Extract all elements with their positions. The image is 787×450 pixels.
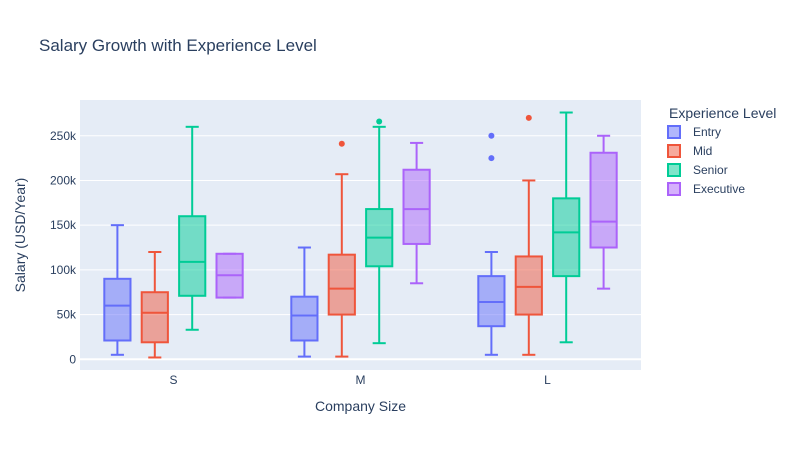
y-tick-label: 100k [50,263,77,277]
outlier-point [338,140,345,147]
box-mid-l [514,114,543,356]
legend-swatch [667,144,681,158]
y-tick-label: 50k [57,308,77,322]
box-executive-s [215,252,244,299]
y-tick-labels: 0 50k 100k 150k 200k 250k [50,129,77,367]
legend-label: Entry [693,125,721,139]
box-senior-l [552,111,581,344]
box-entry-m [290,246,319,358]
legend-item-mid: Mid [667,144,712,158]
x-tick-label: L [544,373,551,387]
outlier-point [488,132,495,139]
legend-item-senior: Senior [667,163,728,177]
legend-label: Executive [693,182,745,196]
x-axis-title: Company Size [315,398,406,414]
y-tick-label: 200k [50,173,77,187]
box-iqr [140,291,169,344]
box-entry-s [103,224,132,356]
box-iqr [103,277,132,342]
box-iqr [327,253,356,316]
legend-item-executive: Executive [667,182,745,196]
box-entry-l [477,132,506,356]
outlier-point [376,118,383,125]
box-series [103,111,618,359]
outlier-point [488,155,495,162]
chart-title: Salary Growth with Experience Level [39,36,317,55]
x-tick-label: M [356,373,366,387]
legend: Experience Level Entry Mid Senior Executive [667,105,776,196]
gridlines [80,135,641,361]
legend-items: Entry Mid Senior Executive [667,125,745,196]
box-senior-m [365,118,394,345]
box-executive-l [589,134,618,290]
y-axis-title: Salary (USD/Year) [12,178,28,293]
legend-swatch [667,163,681,177]
plot-area [80,100,641,370]
x-tick-label: S [169,373,177,387]
legend-label: Senior [693,163,728,177]
y-tick-label: 150k [50,218,77,232]
box-senior-s [178,125,207,331]
box-executive-m [402,141,431,285]
y-tick-label: 250k [50,129,77,143]
box-mid-s [140,250,169,359]
box-iqr [552,197,581,278]
box-iqr [290,295,319,342]
legend-title: Experience Level [669,105,776,121]
box-iqr [402,168,431,245]
legend-label: Mid [693,144,712,158]
legend-swatch [667,182,681,196]
box-iqr [514,255,543,316]
outlier-point [525,114,532,121]
legend-item-entry: Entry [667,125,721,139]
box-iqr [178,215,207,297]
box-iqr [589,151,618,249]
legend-swatch [667,125,681,139]
y-tick-label: 0 [69,352,76,366]
box-mid-m [327,140,356,358]
